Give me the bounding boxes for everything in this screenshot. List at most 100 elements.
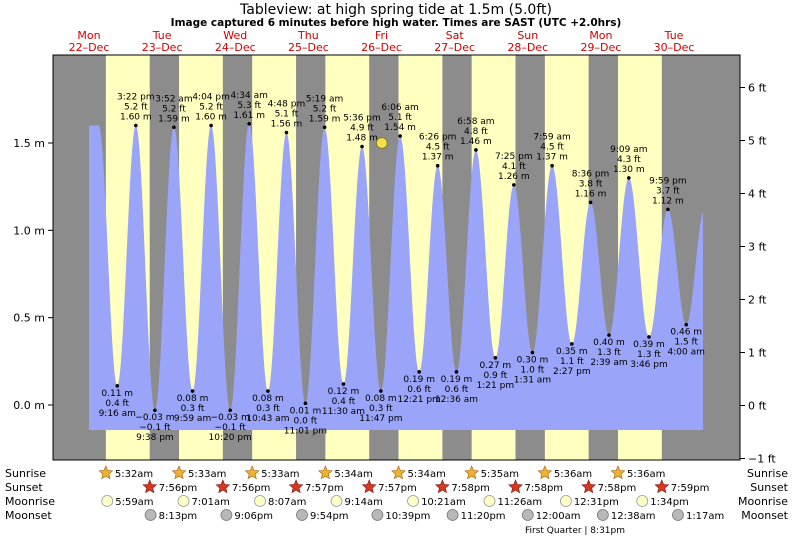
tide-label: 0.3 ft [256, 404, 280, 414]
low-tide-point [647, 335, 651, 339]
tide-label: 1:21 pm [477, 381, 515, 391]
tide-label: 4.8 ft [464, 127, 488, 137]
tide-label: 4.5 ft [540, 143, 564, 153]
tide-label: −0.1 ft [139, 423, 171, 433]
sunset-time: 7:59pm [671, 483, 710, 494]
tide-label: 9:16 am [99, 409, 136, 419]
day-date: 29–Dec [581, 41, 622, 54]
tide-label: 1.16 m [575, 189, 607, 199]
tide-label: 12:36 am [435, 395, 478, 405]
sunrise-time: 5:33am [261, 469, 299, 480]
sunset-time: 7:57pm [378, 483, 417, 494]
legend-label-right: Moonrise [738, 495, 788, 508]
legend-label-right: Moonset [741, 509, 788, 522]
day-name: Sun [517, 29, 538, 42]
tide-label: 1.48 m [346, 133, 378, 143]
tide-label: 5.1 ft [275, 110, 299, 120]
legend-label-right: Sunrise [747, 467, 788, 480]
moonset-time: 12:38am [611, 511, 656, 522]
low-tide-point [530, 350, 535, 355]
sunrise-icon [537, 465, 553, 480]
current-tide-marker [375, 137, 388, 149]
tide-label: 1.3 ft [597, 348, 621, 358]
left-tick-label: 1.0 m [13, 224, 45, 237]
axes: 1.5 m 1.0 m 0.5 m 0.0 m 6 ft 5 ft 4 ft 3 ft 2 ft… [13, 54, 776, 466]
tide-label: 0.35 m [556, 347, 588, 357]
tide-label: 1.1 ft [560, 357, 584, 367]
tide-label: 4.1 ft [502, 162, 526, 172]
high-tide-point [398, 134, 402, 138]
low-tide-point [228, 408, 232, 413]
left-tick-label: 1.5 m [13, 137, 45, 150]
sunrise-time: 5:36am [554, 469, 592, 480]
legend-label-left: Moonrise [5, 495, 55, 508]
tide-label: 5.2 ft [162, 104, 186, 114]
low-tide-point [607, 333, 611, 337]
tide-label: 1.37 m [422, 153, 454, 163]
tide-label: 8:36 pm [572, 169, 610, 179]
tide-label: 1.0 ft [521, 366, 545, 376]
tide-label: −0.03 m [135, 413, 174, 423]
moonset-time: 9:54pm [310, 511, 349, 522]
sunset-icon [361, 479, 377, 494]
sunrise-time: 5:32am [115, 469, 153, 480]
tide-label: 4:34 am [231, 91, 268, 101]
sunset-icon [654, 479, 670, 494]
low-tide-point [303, 401, 308, 406]
left-tick-label: 0.0 m [13, 399, 45, 412]
sunrise-time: 5:34am [334, 469, 372, 480]
tide-label: 4:00 am [668, 348, 705, 358]
moonrise-time: 10:21am [421, 497, 466, 508]
low-tide-point [684, 322, 689, 327]
sunrise-icon [98, 465, 114, 480]
tide-label: 0.46 m [670, 328, 702, 338]
legend-label-left: Sunrise [5, 467, 46, 480]
tide-label: 1.30 m [613, 165, 645, 175]
sunrise-time: 5:34am [407, 469, 445, 480]
moonrise-time: 11:26am [497, 497, 542, 508]
high-tide-point [172, 125, 176, 130]
high-tide-point [134, 123, 138, 128]
sunrise-icon [317, 465, 333, 480]
sunrise-icon [171, 465, 187, 480]
legend-label-left: Sunset [5, 481, 43, 494]
tide-label: 5.3 ft [237, 101, 261, 111]
low-tide-point [153, 408, 157, 413]
tide-label: 6:26 pm [419, 133, 457, 143]
tide-label: 0.39 m [633, 340, 665, 350]
high-tide-point [360, 144, 364, 149]
tide-label: 1.54 m [384, 123, 416, 133]
sunset-time: 7:56pm [232, 483, 271, 494]
sunrise-time: 5:36am [627, 469, 665, 480]
sunset-time: 7:58pm [451, 483, 490, 494]
moonrise-time: 8:07am [268, 497, 306, 508]
sunset-icon [142, 479, 158, 494]
sunset-icon [434, 479, 450, 494]
tide-label: 1.56 m [271, 120, 303, 130]
tide-label: 0.6 ft [407, 385, 431, 395]
tide-label: 0.3 ft [181, 404, 205, 414]
tide-label: 5.2 ft [124, 103, 148, 113]
moonrise-icon [636, 495, 649, 507]
tide-label: 2:39 am [590, 358, 627, 368]
right-tick-label: −1 ft [748, 453, 776, 466]
legend-label-right: Sunset [750, 481, 788, 494]
day-date: 23–Dec [142, 41, 183, 54]
tide-label: 0.12 m [328, 387, 360, 397]
tide-label: 1.3 ft [637, 350, 661, 360]
high-tide-point [512, 183, 516, 187]
low-tide-point [266, 389, 270, 393]
high-tide-point [435, 163, 440, 168]
tide-label: 3:22 pm [117, 93, 155, 103]
moonset-icon [220, 509, 233, 521]
sunset-icon [508, 479, 523, 494]
tide-label: 0.19 m [441, 375, 473, 385]
day-name: Thu [297, 29, 319, 42]
tide-label: 0.08 m [252, 394, 284, 404]
low-tide-point [493, 356, 498, 360]
day-date: 25–Dec [288, 41, 329, 54]
day-name: Mon [77, 29, 100, 42]
sunset-icon [288, 479, 304, 494]
